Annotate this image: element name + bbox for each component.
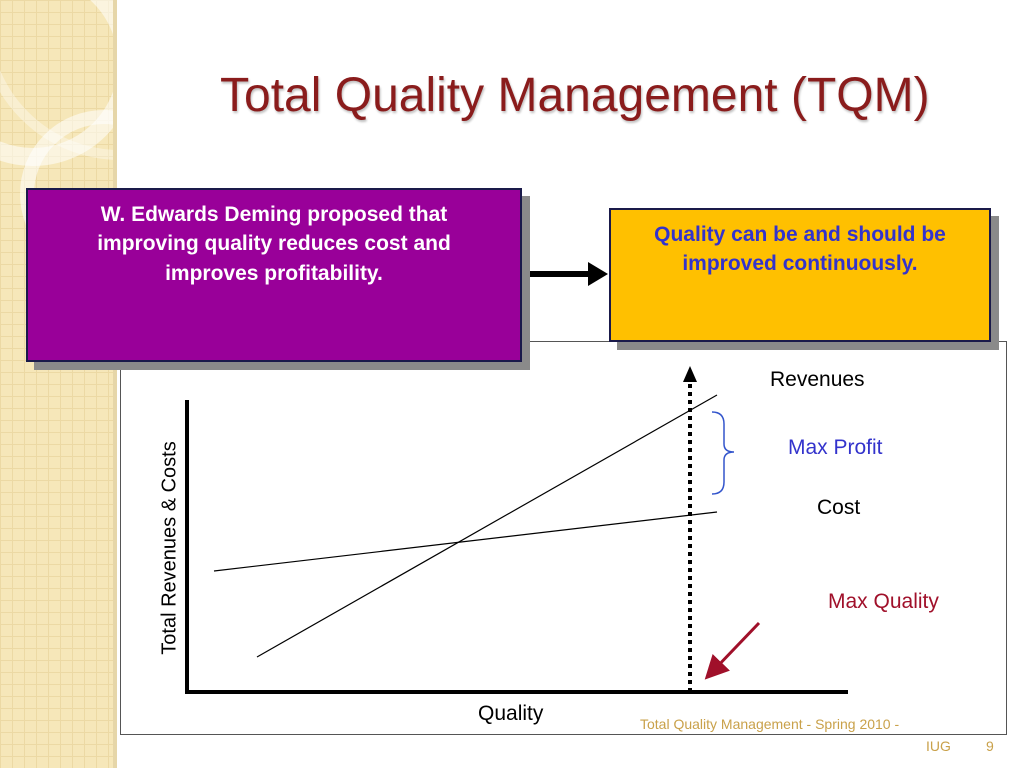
max-profit-label: Max Profit <box>788 436 883 459</box>
cost-label: Cost <box>817 496 861 519</box>
diagram-frame <box>120 341 1007 735</box>
footer-text-line1: Total Quality Management - Spring 2010 - <box>640 716 900 732</box>
footer-text-line2: IUG <box>926 738 951 754</box>
deming-proposition-text: W. Edwards Deming proposed that improvin… <box>97 203 451 285</box>
x-axis-label: Quality <box>478 702 544 725</box>
continuous-improvement-text: Quality can be and should be improved co… <box>654 223 946 276</box>
max-quality-arrowhead <box>683 366 697 382</box>
slide-title: Total Quality Management (TQM) <box>220 69 930 122</box>
revenues-line <box>256 394 718 658</box>
page-number: 9 <box>986 738 994 754</box>
continuous-improvement-box: Quality can be and should be improved co… <box>609 208 991 342</box>
y-axis-label: Total Revenues & Costs <box>158 441 181 655</box>
max-quality-label: Max Quality <box>828 590 939 613</box>
cost-line <box>213 511 718 572</box>
max-profit-brace <box>711 411 735 495</box>
sidebar-edge <box>113 0 117 768</box>
max-quality-pointer-arrow <box>704 621 761 680</box>
deming-proposition-box: W. Edwards Deming proposed that improvin… <box>26 188 522 362</box>
revenues-label: Revenues <box>770 368 865 391</box>
connector-arrowhead <box>588 262 608 286</box>
